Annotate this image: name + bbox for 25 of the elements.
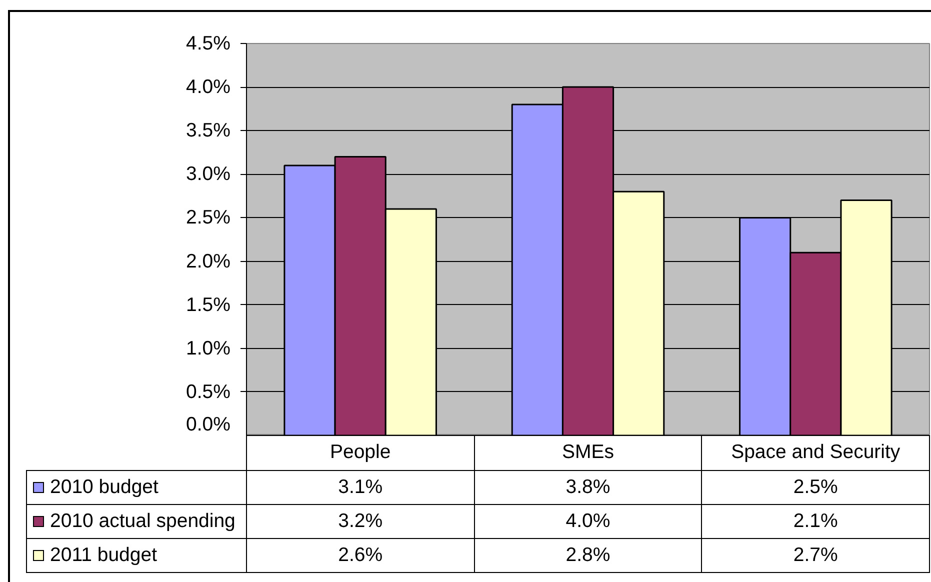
y-tick-label: 2.0% (186, 250, 231, 272)
data-label: 2.5% (702, 470, 930, 504)
y-tick-label: 1.5% (186, 294, 231, 316)
data-label: 2.6% (246, 538, 474, 572)
y-tick-label: 3.0% (186, 163, 231, 186)
x-tick-label: Space and Security (702, 436, 930, 470)
y-tick-label: 1.0% (186, 337, 231, 360)
legend-label: 2010 actual spending (50, 510, 236, 532)
x-tick-label: People (246, 436, 474, 470)
y-tick-label: 4.0% (186, 76, 231, 98)
y-tick-label: 2.5% (186, 206, 231, 229)
data-label: 2.7% (702, 538, 930, 572)
y-tick-label: 4.5% (186, 32, 231, 54)
y-tick-label: 0.0% (186, 414, 231, 436)
y-tick-label: 0.5% (186, 380, 231, 403)
data-label: 3.2% (246, 504, 474, 538)
data-label: 2.1% (702, 504, 930, 538)
legend-label: 2010 budget (50, 476, 158, 498)
data-label: 3.1% (246, 470, 474, 504)
x-tick-label: SMEs (474, 436, 702, 470)
data-label: 4.0% (474, 504, 702, 538)
legend-label: 2011 budget (50, 544, 157, 566)
data-label: 3.8% (474, 470, 702, 504)
data-label: 2.8% (474, 538, 702, 572)
y-tick-label: 3.5% (186, 120, 231, 142)
